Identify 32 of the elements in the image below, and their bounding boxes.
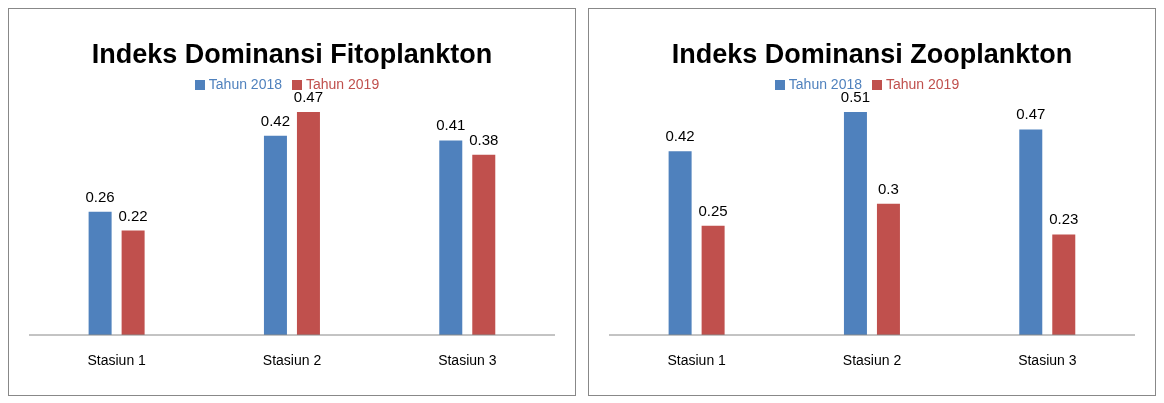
bar <box>1019 129 1043 335</box>
data-label: 0.22 <box>118 206 148 224</box>
bar <box>439 140 463 335</box>
data-label: 0.38 <box>469 130 499 148</box>
bar <box>472 154 496 335</box>
bar <box>843 112 867 335</box>
data-label: 0.23 <box>1049 210 1079 228</box>
x-tick-label: Stasiun 3 <box>1018 351 1077 368</box>
data-label: 0.3 <box>878 179 899 197</box>
chart-title: Indeks Dominansi Fitoplankton <box>90 39 494 70</box>
x-tick-label: Stasiun 1 <box>87 351 147 368</box>
bar <box>263 135 287 335</box>
x-tick-label: Stasiun 1 <box>667 351 727 368</box>
x-tick-label: Stasiun 2 <box>262 351 322 368</box>
chart-title: Indeks Dominansi Zooplankton <box>670 39 1074 70</box>
data-label: 0.26 <box>85 187 115 205</box>
bar <box>876 203 900 335</box>
data-label: 0.47 <box>1016 105 1046 123</box>
x-tick-label: Stasiun 2 <box>842 351 902 368</box>
data-label: 0.41 <box>436 116 466 134</box>
bar <box>1052 234 1076 335</box>
data-label: 0.25 <box>698 201 728 219</box>
bar <box>701 225 725 335</box>
bar <box>121 230 145 335</box>
bar <box>88 211 112 335</box>
data-label: 0.42 <box>260 111 291 129</box>
legend-label: Tahun 2018 <box>208 76 282 92</box>
bar <box>296 112 320 335</box>
x-tick-label: Stasiun 3 <box>438 351 497 368</box>
bar <box>668 151 692 335</box>
legend-label: Tahun 2019 <box>886 76 960 92</box>
data-label: 0.42 <box>665 127 695 145</box>
